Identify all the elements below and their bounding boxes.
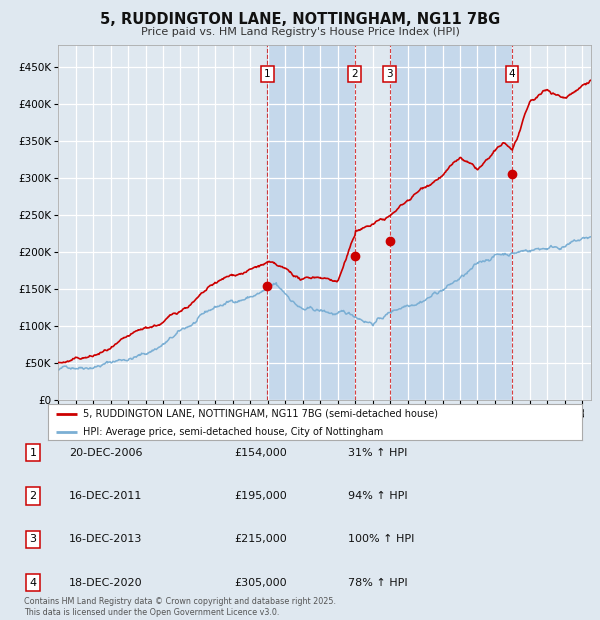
Text: Contains HM Land Registry data © Crown copyright and database right 2025.
This d: Contains HM Land Registry data © Crown c…: [24, 598, 336, 617]
Text: 20-DEC-2006: 20-DEC-2006: [69, 448, 143, 458]
Text: 100% ↑ HPI: 100% ↑ HPI: [348, 534, 415, 544]
Text: Price paid vs. HM Land Registry's House Price Index (HPI): Price paid vs. HM Land Registry's House …: [140, 27, 460, 37]
Text: 5, RUDDINGTON LANE, NOTTINGHAM, NG11 7BG: 5, RUDDINGTON LANE, NOTTINGHAM, NG11 7BG: [100, 12, 500, 27]
Text: HPI: Average price, semi-detached house, City of Nottingham: HPI: Average price, semi-detached house,…: [83, 427, 383, 437]
Text: 1: 1: [264, 69, 271, 79]
Text: 3: 3: [386, 69, 393, 79]
Text: 16-DEC-2013: 16-DEC-2013: [69, 534, 142, 544]
Text: 2: 2: [29, 491, 37, 501]
Text: £305,000: £305,000: [234, 578, 287, 588]
Text: 78% ↑ HPI: 78% ↑ HPI: [348, 578, 407, 588]
Text: £195,000: £195,000: [234, 491, 287, 501]
Text: 31% ↑ HPI: 31% ↑ HPI: [348, 448, 407, 458]
Text: £215,000: £215,000: [234, 534, 287, 544]
Text: 94% ↑ HPI: 94% ↑ HPI: [348, 491, 407, 501]
Text: 3: 3: [29, 534, 37, 544]
Text: 2: 2: [352, 69, 358, 79]
Text: 4: 4: [29, 578, 37, 588]
Bar: [268, 45, 355, 400]
Text: 4: 4: [509, 69, 515, 79]
Bar: [389, 45, 512, 400]
Text: 18-DEC-2020: 18-DEC-2020: [69, 578, 143, 588]
Text: 16-DEC-2011: 16-DEC-2011: [69, 491, 142, 501]
Text: £154,000: £154,000: [234, 448, 287, 458]
Text: 1: 1: [29, 448, 37, 458]
Text: 5, RUDDINGTON LANE, NOTTINGHAM, NG11 7BG (semi-detached house): 5, RUDDINGTON LANE, NOTTINGHAM, NG11 7BG…: [83, 409, 438, 419]
